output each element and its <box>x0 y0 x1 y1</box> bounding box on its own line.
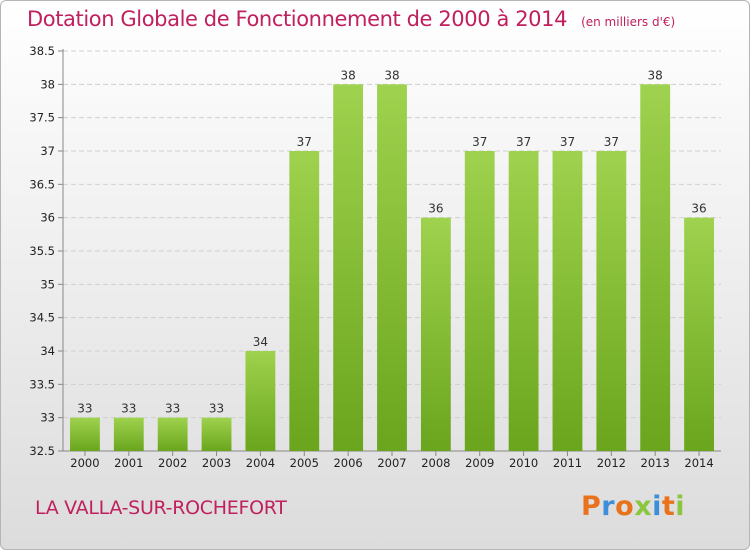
x-tick-label-2007: 2007 <box>377 456 406 470</box>
chart-title: Dotation Globale de Fonctionnement de 20… <box>27 7 675 31</box>
logo-letter: i <box>675 491 686 522</box>
bar-2013 <box>640 84 671 451</box>
bars <box>70 84 714 451</box>
value-label-2012: 37 <box>604 135 619 149</box>
value-label-2009: 37 <box>472 135 487 149</box>
logo-letter: r <box>601 491 616 522</box>
value-label-2003: 33 <box>209 402 224 416</box>
x-tick-label-2014: 2014 <box>684 456 713 470</box>
logo-letter: P <box>581 491 602 522</box>
bar-2002 <box>157 417 188 451</box>
x-tick-label-2004: 2004 <box>246 456 275 470</box>
y-tick-label: 35 <box>40 277 55 291</box>
y-tick-label: 36 <box>40 211 55 225</box>
y-tick-label: 36.5 <box>29 177 55 191</box>
chart-title-text: Dotation Globale de Fonctionnement de 20… <box>27 7 568 31</box>
x-tick-label-2011: 2011 <box>553 456 582 470</box>
proxiti-logo[interactable]: Proxiti <box>581 491 685 522</box>
value-label-2010: 37 <box>516 135 531 149</box>
y-tick-label: 34 <box>40 344 55 358</box>
logo-letter: i <box>652 491 662 522</box>
value-label-2001: 33 <box>121 402 136 416</box>
value-label-2008: 36 <box>428 202 443 216</box>
x-tick-label-2010: 2010 <box>509 456 538 470</box>
x-tick-label-2008: 2008 <box>421 456 450 470</box>
x-tick-label-2003: 2003 <box>202 456 231 470</box>
value-label-2013: 38 <box>648 68 663 82</box>
logo-letter: t <box>661 491 676 522</box>
bar-2014 <box>684 217 714 451</box>
y-tick-label: 38 <box>40 77 55 91</box>
y-tick-label: 38.5 <box>29 44 55 58</box>
chart-unit: (en milliers d'€) <box>581 15 676 29</box>
x-tick-label-2001: 2001 <box>114 456 143 470</box>
x-tick-label-2009: 2009 <box>465 456 494 470</box>
bar-2000 <box>70 417 100 451</box>
labels: 32.5 33 33.5 34 34.5 35 35.5 36 36.5 37 37.5 38 38.5… <box>29 44 713 470</box>
bar-2007 <box>377 84 407 451</box>
x-tick-label-2013: 2013 <box>641 456 670 470</box>
bar-2012 <box>596 151 627 451</box>
value-label-2000: 33 <box>77 402 92 416</box>
logo-letter: x <box>634 491 653 522</box>
value-label-2006: 38 <box>340 68 355 82</box>
value-label-2014: 36 <box>691 202 706 216</box>
value-label-2002: 33 <box>165 402 180 416</box>
x-tick-label-2000: 2000 <box>70 456 99 470</box>
y-tick-label: 37 <box>40 144 55 158</box>
bar-2008 <box>420 217 451 451</box>
y-tick-label: 32.5 <box>29 444 55 458</box>
x-tick-label-2002: 2002 <box>158 456 187 470</box>
commune-name: LA VALLA-SUR-ROCHEFORT <box>35 497 287 519</box>
value-label-2005: 37 <box>297 135 312 149</box>
x-tick-label-2005: 2005 <box>290 456 319 470</box>
y-tick-label: 34.5 <box>29 311 55 325</box>
bar-2010 <box>508 151 539 451</box>
y-tick-label: 33 <box>40 411 55 425</box>
bar-2009 <box>464 151 495 451</box>
y-tick-label: 37.5 <box>29 111 55 125</box>
value-label-2004: 34 <box>253 335 268 349</box>
bar-2004 <box>245 351 276 451</box>
x-tick-label-2006: 2006 <box>333 456 362 470</box>
bar-2003 <box>201 417 232 451</box>
bar-2006 <box>333 84 364 451</box>
logo-letter: o <box>615 491 635 522</box>
value-label-2007: 38 <box>384 68 399 82</box>
y-tick-label: 35.5 <box>29 244 55 258</box>
bar-2011 <box>552 151 583 451</box>
value-label-2011: 37 <box>560 135 575 149</box>
y-tick-label: 33.5 <box>29 377 55 391</box>
x-tick-label-2012: 2012 <box>597 456 626 470</box>
bar-2001 <box>113 417 144 451</box>
bar-2005 <box>289 151 320 451</box>
